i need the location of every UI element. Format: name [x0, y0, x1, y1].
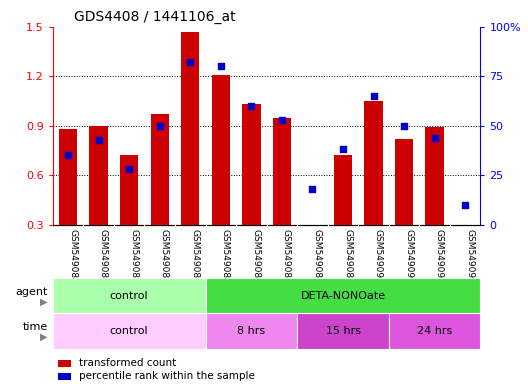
Text: GSM549082: GSM549082	[129, 229, 138, 284]
Bar	[181, 32, 200, 225]
Point	[156, 123, 164, 129]
Text: GSM549084: GSM549084	[190, 229, 199, 284]
Text: agent: agent	[15, 287, 48, 297]
Bar	[58, 360, 71, 367]
Bar	[58, 373, 71, 380]
Bar	[53, 313, 205, 349]
Text: GSM549089: GSM549089	[343, 229, 352, 284]
Bar	[297, 313, 389, 349]
Point	[430, 134, 439, 141]
Text: GSM549086: GSM549086	[251, 229, 260, 284]
Bar	[205, 313, 297, 349]
Text: GSM549083: GSM549083	[160, 229, 169, 284]
Text: percentile rank within the sample: percentile rank within the sample	[79, 371, 255, 381]
Text: GSM549092: GSM549092	[435, 229, 444, 284]
Text: GSM549093: GSM549093	[465, 229, 474, 284]
Point	[216, 63, 225, 70]
Bar	[426, 127, 444, 225]
Point	[308, 186, 317, 192]
Text: time: time	[22, 322, 48, 333]
Text: ▶: ▶	[40, 332, 48, 342]
Bar	[150, 114, 169, 225]
Point	[125, 166, 134, 172]
Bar	[205, 278, 480, 313]
Point	[461, 202, 469, 208]
Text: GSM549081: GSM549081	[99, 229, 108, 284]
Text: GSM549090: GSM549090	[374, 229, 383, 284]
Bar	[53, 278, 205, 313]
Point	[339, 146, 347, 152]
Point	[186, 60, 194, 66]
Text: GSM549085: GSM549085	[221, 229, 230, 284]
Point	[400, 123, 408, 129]
Text: control: control	[110, 326, 148, 336]
Point	[370, 93, 378, 99]
Text: DETA-NONOate: DETA-NONOate	[300, 291, 385, 301]
Text: transformed count: transformed count	[79, 358, 176, 368]
Text: GSM549091: GSM549091	[404, 229, 413, 284]
Text: 8 hrs: 8 hrs	[237, 326, 266, 336]
Bar	[89, 126, 108, 225]
Text: 15 hrs: 15 hrs	[325, 326, 361, 336]
Bar	[334, 156, 352, 225]
Text: GSM549087: GSM549087	[282, 229, 291, 284]
Point	[247, 103, 256, 109]
Text: GDS4408 / 1441106_at: GDS4408 / 1441106_at	[74, 10, 236, 25]
Point	[278, 117, 286, 123]
Bar	[364, 101, 383, 225]
Text: 24 hrs: 24 hrs	[417, 326, 452, 336]
Bar	[273, 118, 291, 225]
Bar	[395, 139, 413, 225]
Text: GSM549080: GSM549080	[68, 229, 77, 284]
Point	[95, 137, 103, 143]
Bar	[389, 313, 480, 349]
Text: GSM549088: GSM549088	[313, 229, 322, 284]
Bar	[120, 156, 138, 225]
Text: ▶: ▶	[40, 296, 48, 306]
Bar	[59, 129, 77, 225]
Bar	[212, 74, 230, 225]
Point	[64, 152, 72, 159]
Text: control: control	[110, 291, 148, 301]
Bar	[242, 104, 260, 225]
